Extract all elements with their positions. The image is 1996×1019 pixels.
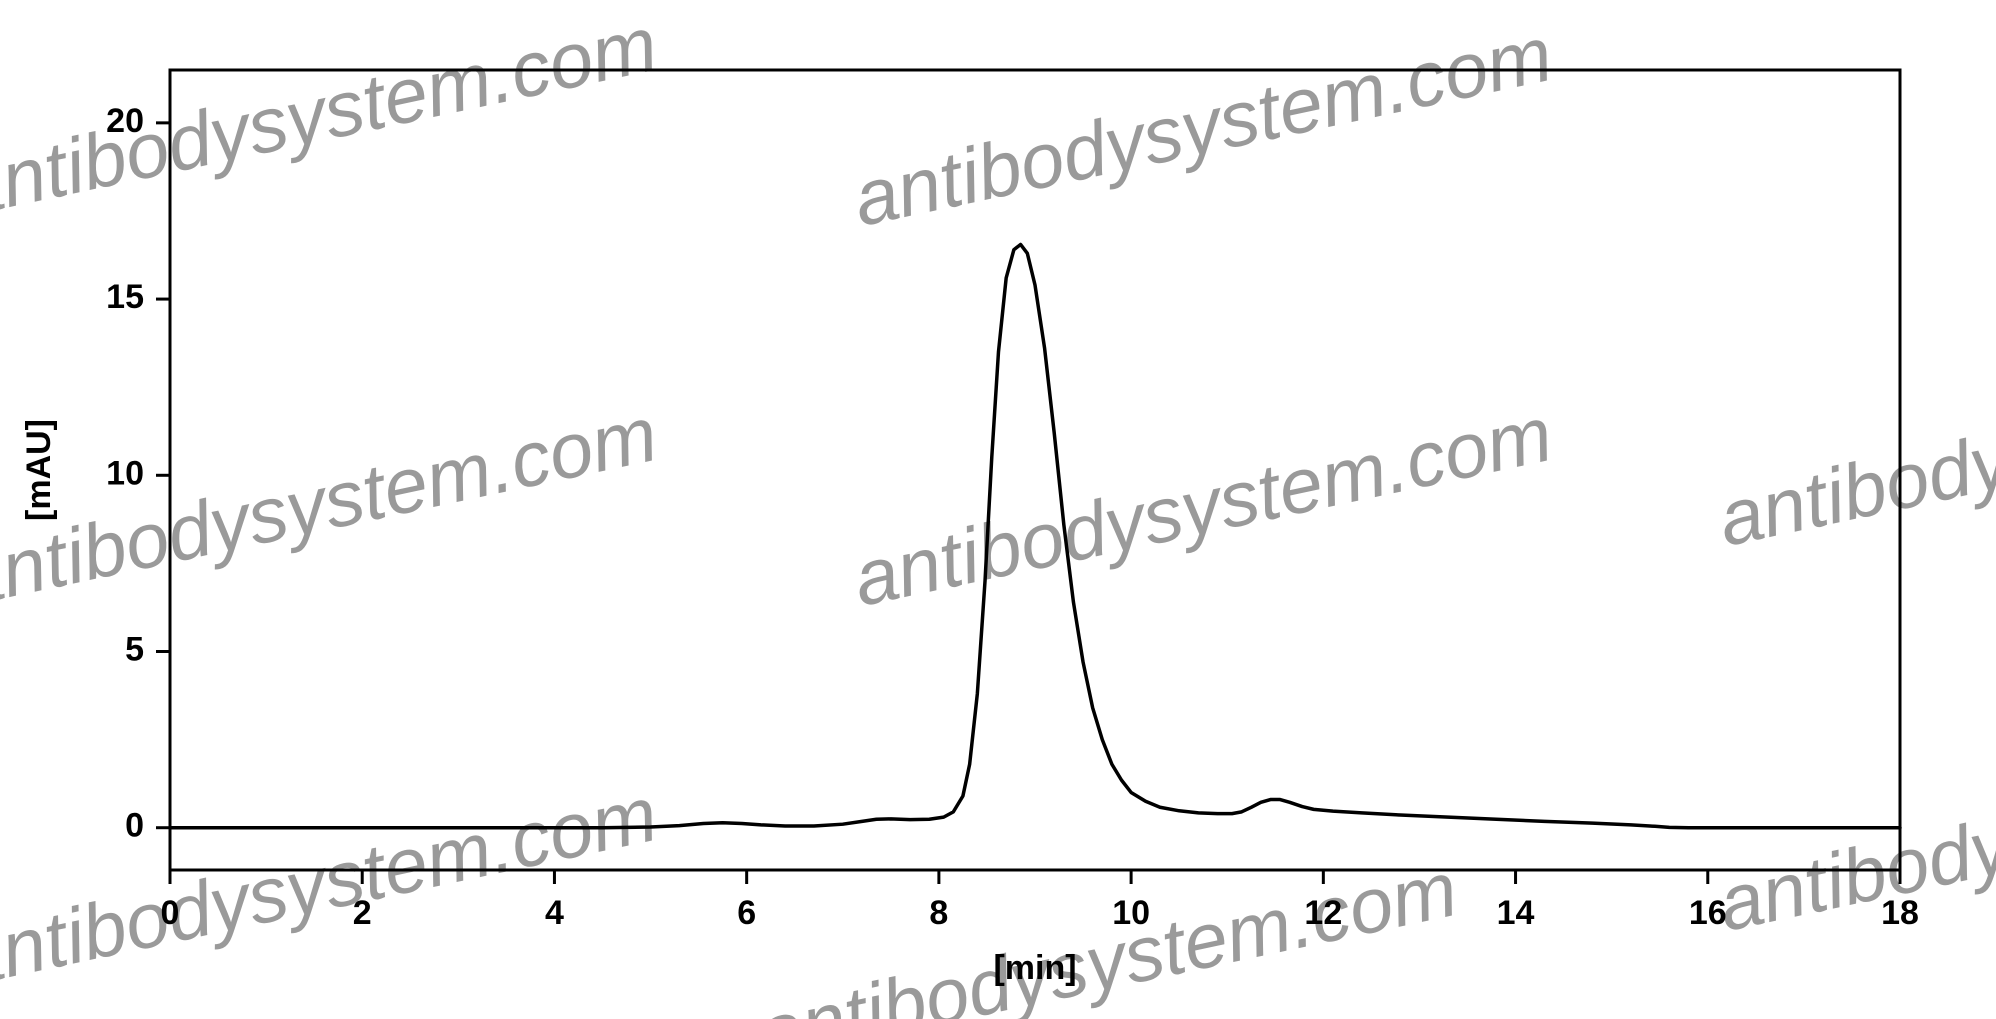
plot-svg: 0 5 10 15 20 0 2 4 6 8 10 12 14 16 18 [mAU] [min] <box>0 0 1996 1019</box>
x-tick-label: 10 <box>1112 894 1150 932</box>
x-tick-label: 12 <box>1304 894 1342 932</box>
x-tick-label: 18 <box>1881 894 1919 932</box>
x-tick-label: 4 <box>545 894 564 932</box>
y-tick-label: 5 <box>125 630 144 668</box>
chromatogram-trace <box>170 244 1900 827</box>
x-tick-label: 0 <box>161 894 180 932</box>
x-tick-label: 6 <box>737 894 756 932</box>
chromatogram-figure: 05101520024681012141618[mAU][min] antibo… <box>0 0 1996 1019</box>
x-tick-label: 14 <box>1497 894 1535 932</box>
y-tick-label: 20 <box>106 102 144 140</box>
x-tick-label: 16 <box>1689 894 1727 932</box>
x-tick-label: 8 <box>929 894 948 932</box>
x-axis-label: [min] <box>993 949 1076 987</box>
y-tick-label: 0 <box>125 807 144 845</box>
plot-border <box>170 70 1900 870</box>
x-tick-label: 2 <box>353 894 372 932</box>
y-tick-label: 15 <box>106 278 144 316</box>
y-tick-label: 10 <box>106 454 144 492</box>
y-axis-label: [mAU] <box>20 419 58 521</box>
